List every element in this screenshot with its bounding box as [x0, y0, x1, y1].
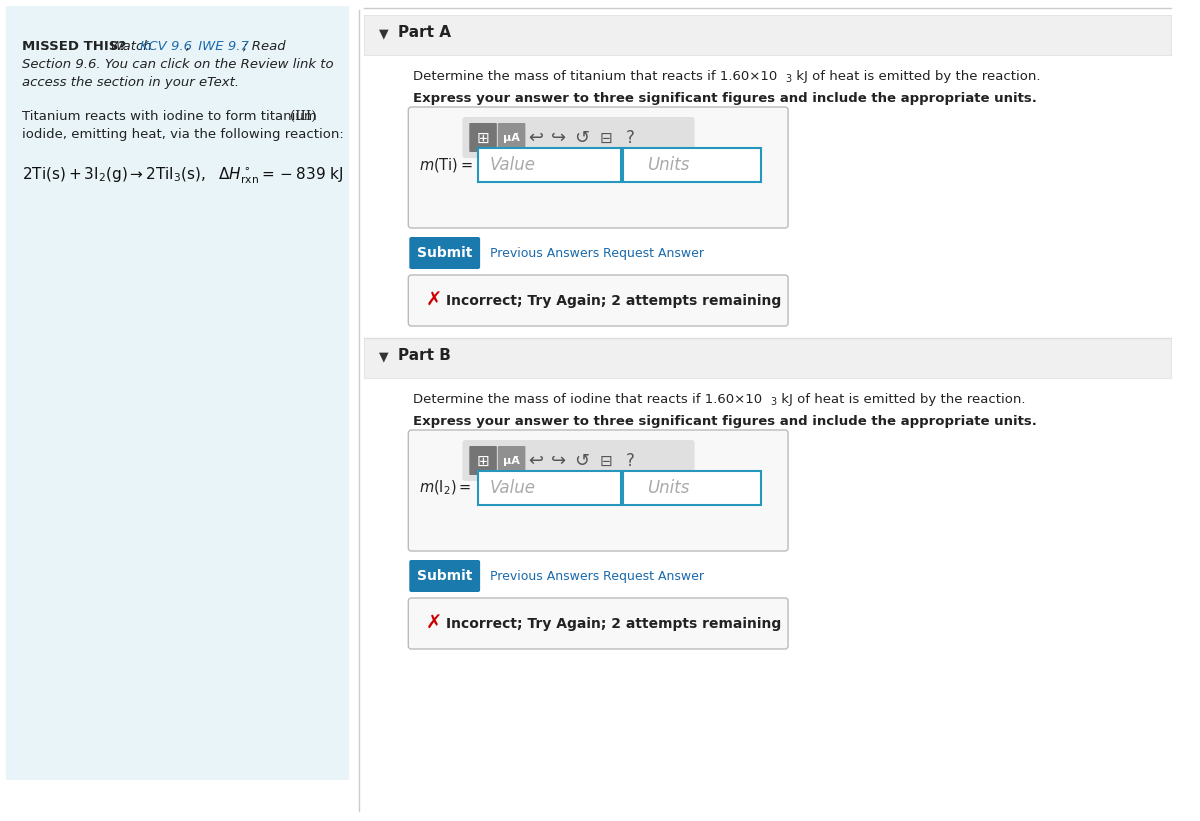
Text: ↩: ↩	[529, 452, 544, 470]
Text: Express your answer to three significant figures and include the appropriate uni: Express your answer to three significant…	[413, 415, 1037, 428]
Text: ▼: ▼	[379, 350, 389, 363]
Text: μȦ: μȦ	[503, 133, 520, 143]
FancyBboxPatch shape	[623, 471, 761, 505]
Text: 3: 3	[770, 397, 776, 407]
Text: ⊞: ⊞	[476, 131, 490, 145]
Text: Section 9.6. You can click on the Review link to: Section 9.6. You can click on the Review…	[22, 58, 334, 71]
Text: ✗: ✗	[426, 614, 443, 633]
Text: iodide, emitting heat, via the following reaction:: iodide, emitting heat, via the following…	[22, 128, 343, 141]
Text: $m(\mathrm{I_2}) =$: $m(\mathrm{I_2}) =$	[419, 479, 472, 498]
FancyBboxPatch shape	[408, 107, 788, 228]
Text: Determine the mass of iodine that reacts if 1.60×10: Determine the mass of iodine that reacts…	[413, 393, 762, 406]
Text: Watch: Watch	[107, 40, 156, 53]
Text: kJ of heat is emitted by the reaction.: kJ of heat is emitted by the reaction.	[792, 70, 1040, 83]
Text: Titanium reacts with iodine to form titanium: Titanium reacts with iodine to form tita…	[22, 110, 317, 123]
Text: $m(\mathrm{Ti}) =$: $m(\mathrm{Ti}) =$	[419, 156, 473, 174]
Bar	[364, 338, 1171, 378]
FancyBboxPatch shape	[462, 117, 695, 158]
FancyBboxPatch shape	[408, 598, 788, 649]
FancyBboxPatch shape	[478, 148, 620, 182]
Text: ?: ?	[626, 129, 635, 147]
Text: Units: Units	[647, 479, 690, 497]
Text: Request Answer: Request Answer	[604, 246, 704, 259]
Text: Part A: Part A	[398, 25, 451, 40]
Text: ↺: ↺	[574, 129, 589, 147]
Text: kJ of heat is emitted by the reaction.: kJ of heat is emitted by the reaction.	[778, 393, 1026, 406]
Text: Units: Units	[647, 156, 690, 174]
Text: ⊟: ⊟	[600, 453, 612, 469]
Text: ↪: ↪	[551, 129, 566, 147]
FancyBboxPatch shape	[469, 446, 497, 475]
Text: $2\mathrm{Ti(s)} + 3\mathrm{I_2(g)} \rightarrow 2\mathrm{TiI_3(s)},\ \ \Delta H^: $2\mathrm{Ti(s)} + 3\mathrm{I_2(g)} \rig…	[22, 165, 343, 186]
Text: ; Read: ; Read	[244, 40, 286, 53]
FancyBboxPatch shape	[409, 237, 480, 269]
FancyBboxPatch shape	[462, 440, 695, 481]
Text: ⊟: ⊟	[600, 131, 612, 145]
Text: (III): (III)	[290, 110, 317, 123]
FancyBboxPatch shape	[469, 123, 497, 152]
FancyBboxPatch shape	[408, 430, 788, 551]
FancyBboxPatch shape	[498, 123, 526, 152]
Text: Incorrect; Try Again; 2 attempts remaining: Incorrect; Try Again; 2 attempts remaini…	[445, 617, 781, 631]
Text: ↪: ↪	[551, 452, 566, 470]
Text: ↩: ↩	[529, 129, 544, 147]
Text: Incorrect; Try Again; 2 attempts remaining: Incorrect; Try Again; 2 attempts remaini…	[445, 293, 781, 308]
FancyBboxPatch shape	[409, 560, 480, 592]
FancyBboxPatch shape	[623, 148, 761, 182]
Text: Express your answer to three significant figures and include the appropriate uni: Express your answer to three significant…	[413, 92, 1037, 105]
Bar	[364, 15, 1171, 55]
Text: Value: Value	[490, 479, 536, 497]
Text: access the section in your eText.: access the section in your eText.	[22, 76, 239, 89]
Text: Submit: Submit	[418, 246, 473, 260]
Text: Previous Answers: Previous Answers	[490, 570, 599, 583]
FancyBboxPatch shape	[478, 471, 620, 505]
Text: ✗: ✗	[426, 291, 443, 310]
Text: KCV 9.6: KCV 9.6	[139, 40, 192, 53]
FancyBboxPatch shape	[498, 446, 526, 475]
Text: ,: ,	[186, 40, 190, 53]
FancyBboxPatch shape	[408, 275, 788, 326]
Text: Submit: Submit	[418, 569, 473, 583]
Text: ⊞: ⊞	[476, 453, 490, 469]
Text: MISSED THIS?: MISSED THIS?	[22, 40, 126, 53]
Text: IWE 9.7: IWE 9.7	[194, 40, 248, 53]
Text: 3: 3	[785, 74, 791, 84]
FancyBboxPatch shape	[6, 6, 349, 780]
Text: Request Answer: Request Answer	[604, 570, 704, 583]
Text: Determine the mass of titanium that reacts if 1.60×10: Determine the mass of titanium that reac…	[413, 70, 778, 83]
Text: ?: ?	[626, 452, 635, 470]
Text: ↺: ↺	[574, 452, 589, 470]
Text: μȦ: μȦ	[503, 456, 520, 466]
Text: Previous Answers: Previous Answers	[490, 246, 599, 259]
Text: Part B: Part B	[398, 348, 451, 363]
Text: Value: Value	[490, 156, 536, 174]
Text: ▼: ▼	[379, 27, 389, 40]
